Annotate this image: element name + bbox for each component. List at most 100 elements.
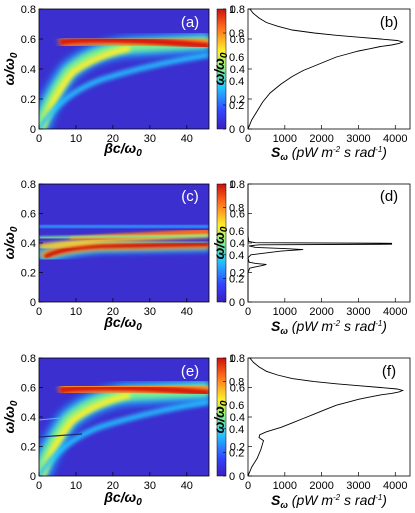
xtick-label: 0	[36, 306, 42, 318]
ytick-label: 0.4	[21, 238, 36, 250]
axis-ticks-e: 00.20.40.60.80 10 20 30 4000.20.40.60.81	[21, 353, 245, 492]
xtick-label: 0	[245, 480, 251, 492]
xlabel-f: Sω (pW m-2 s rad-1)	[271, 492, 387, 510]
xtick-label: 4000	[383, 133, 407, 145]
colorbar-tick-label: 1	[229, 353, 235, 365]
ytick-label: 0.6	[21, 34, 36, 46]
ylabel-a: ω/ω0	[1, 52, 20, 85]
xtick-label: 30	[144, 306, 156, 318]
ytick-label: 0.2	[21, 268, 36, 280]
xtick-label: 3000	[346, 133, 370, 145]
ytick-label: 0.4	[230, 238, 245, 250]
xlabel-b: Sω (pW m-2 s rad-1)	[271, 144, 387, 162]
xtick-label: 30	[144, 133, 156, 145]
ytick-label: 0.2	[230, 268, 245, 280]
xtick-label: 4000	[383, 480, 407, 492]
ytick-label: 0.2	[230, 442, 245, 454]
colorbar-tick-label: 0.8	[229, 203, 244, 215]
panel-d: (d) 00.20.40.60.80 1000 2000 3000 4000 Sω (p…	[211, 179, 411, 336]
ytick-label: 0	[30, 124, 36, 136]
ytick-label: 0.8	[21, 4, 36, 16]
xtick-label: 1000	[273, 133, 297, 145]
spectrum-line-b	[247, 8, 404, 130]
xtick-label: 3000	[346, 306, 370, 318]
heatmap-c-bands	[39, 225, 209, 266]
xtick-label: 1000	[273, 480, 297, 492]
axis-ticks-f: 00.20.40.60.80 1000 2000 3000 4000	[230, 353, 408, 492]
panel-a: (a) 00.20.40.60.80 10 20 30 4000.20.40.60.81…	[1, 4, 244, 159]
panel-f: (f) 00.20.40.60.80 1000 2000 3000 4000 Sω (p…	[211, 353, 411, 510]
colorbar-tick-label: 0.8	[229, 28, 244, 40]
xtick-label: 2000	[309, 480, 333, 492]
ytick-label: 0.8	[21, 353, 36, 365]
xtick-label: 3000	[346, 480, 370, 492]
colorbar-a	[216, 8, 227, 130]
panel-b: (b) 00.20.40.60.80 1000 2000 3000 4000 Sω (p…	[211, 4, 411, 162]
panel-a-label: (a)	[181, 14, 199, 31]
spectrum-line-d	[247, 184, 393, 302]
ylabel-d: ω/ω0	[211, 226, 230, 259]
ytick-label: 0.4	[21, 64, 36, 76]
ytick-label: 0	[30, 471, 36, 483]
panel-c: (c) 00.20.40.60.80 10 20 30 4000.20.40.60.81…	[1, 179, 244, 333]
ytick-label: 0	[239, 124, 245, 136]
ytick-label: 0.8	[230, 353, 245, 365]
axis-ticks-d: 00.20.40.60.80 1000 2000 3000 4000	[230, 179, 408, 318]
heatmap-a-bands	[39, 32, 209, 129]
colorbar-tick-label: 0.4	[229, 424, 244, 436]
ytick-label: 0.6	[230, 209, 245, 221]
ylabel-e: ω/ω0	[1, 400, 20, 433]
colorbar-tick-label: 0.2	[229, 100, 244, 112]
xtick-label: 0	[245, 306, 251, 318]
ytick-label: 0.6	[21, 209, 36, 221]
xtick-label: 2000	[309, 133, 333, 145]
panel-b-label: (b)	[380, 14, 398, 31]
xtick-label: 2000	[309, 306, 333, 318]
xtick-label: 40	[181, 480, 193, 492]
xtick-label: 20	[107, 480, 119, 492]
ytick-label: 0	[30, 297, 36, 309]
ytick-label: 0	[239, 471, 245, 483]
xtick-label: 0	[36, 480, 42, 492]
xtick-label: 10	[70, 306, 82, 318]
ytick-label: 0.6	[230, 383, 245, 395]
ytick-label: 0.4	[230, 412, 245, 424]
panel-d-label: (d)	[380, 188, 398, 205]
ytick-label: 0.8	[230, 4, 245, 16]
xlabel-e: βc/ω0	[103, 489, 142, 508]
ytick-label: 0.8	[21, 179, 36, 191]
ytick-label: 0.4	[230, 64, 245, 76]
ytick-label: 0.6	[230, 34, 245, 46]
panel-e-label: (e)	[181, 363, 199, 380]
ytick-label: 0.2	[21, 442, 36, 454]
panel-e: (e) 00.20.40.60.80 10 20 30 4000.20.40.60.81…	[1, 353, 244, 508]
colorbar-e	[216, 357, 227, 477]
xtick-label: 0	[36, 133, 42, 145]
xtick-label: 20	[107, 306, 119, 318]
xlabel-a: βc/ω0	[103, 140, 142, 159]
xtick-label: 40	[181, 306, 193, 318]
ytick-label: 0	[239, 297, 245, 309]
xlabel-c: βc/ω0	[103, 314, 142, 333]
ylabel-c: ω/ω0	[1, 226, 20, 259]
ytick-label: 0.2	[230, 94, 245, 106]
xtick-label: 40	[181, 133, 193, 145]
colorbar-tick-label: 0.6	[229, 52, 244, 64]
colorbar-tick-label: 0.4	[229, 250, 244, 262]
colorbar-tick-label: 0.6	[229, 400, 244, 412]
colorbar-tick-label: 0.2	[229, 273, 244, 285]
colorbar-tick-label: 0	[229, 124, 235, 136]
colorbar-tick-label: 0.8	[229, 377, 244, 389]
ytick-label: 0.8	[230, 179, 245, 191]
ylabel-b: ω/ω0	[211, 52, 230, 85]
panel-f-label: (f)	[382, 363, 396, 380]
xtick-label: 20	[107, 133, 119, 145]
colorbar-tick-label: 1	[229, 179, 235, 191]
xtick-label: 10	[70, 133, 82, 145]
xtick-label: 30	[144, 480, 156, 492]
xtick-label: 1000	[273, 306, 297, 318]
colorbar-tick-label: 0	[229, 471, 235, 483]
xtick-label: 10	[70, 480, 82, 492]
colorbar-tick-label: 0.4	[229, 76, 244, 88]
